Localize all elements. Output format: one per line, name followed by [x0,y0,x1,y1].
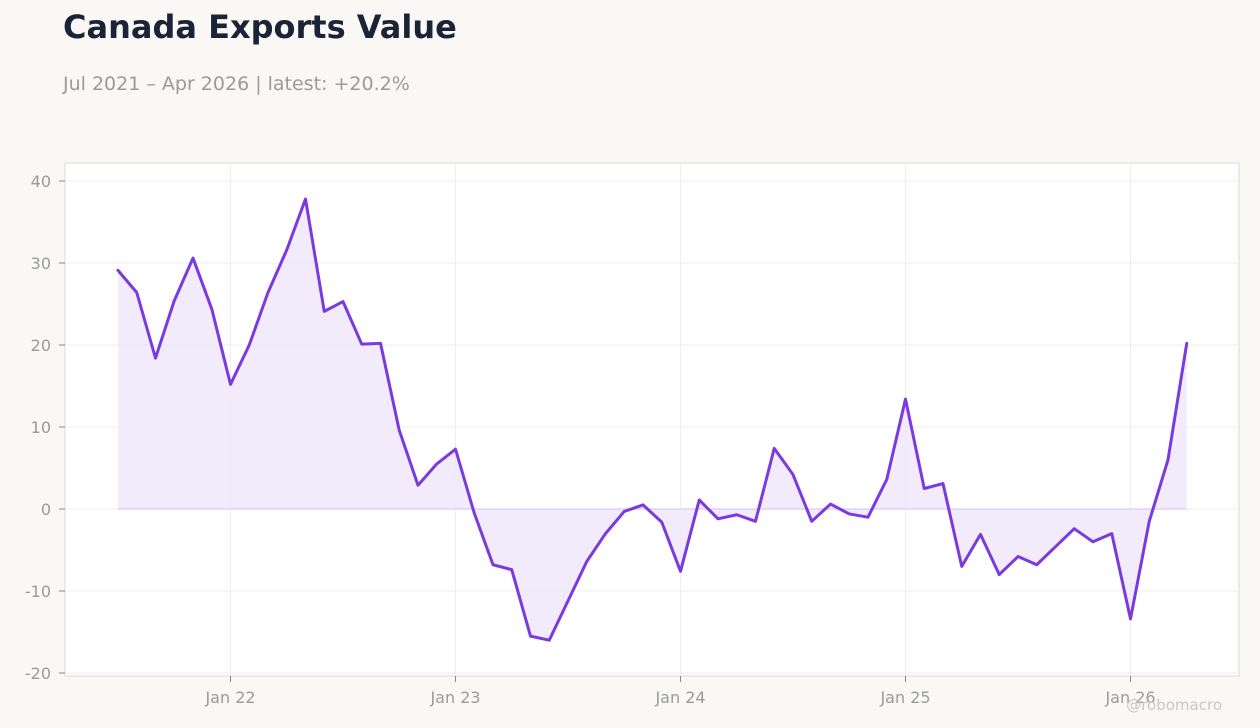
y-tick-label: 10 [31,418,51,437]
chart-title: Canada Exports Value [63,8,457,46]
x-tick-label: Jan 23 [429,688,480,707]
y-axis: -20 -10 0 10 20 30 40 [25,172,65,683]
x-tick-label: Jan 22 [204,688,255,707]
y-tick-label: -20 [25,664,51,683]
y-tick-label: -10 [25,582,51,601]
y-tick-label: 0 [41,500,51,519]
x-tick-label: Jan 24 [654,688,705,707]
x-tick-label: Jan 26 [1104,688,1155,707]
watermark-text: @robomacro [1126,696,1222,714]
x-tick-label: Jan 25 [879,688,930,707]
y-tick-label: 20 [31,336,51,355]
chart-subtitle: Jul 2021 – Apr 2026 | latest: +20.2% [63,73,410,95]
x-axis: Jan 22 Jan 23 Jan 24 Jan 25 Jan 26 [204,676,1156,707]
series-area-fill [118,199,1187,641]
y-tick-label: 40 [31,172,51,191]
y-tick-label: 30 [31,254,51,273]
series-line [116,197,1189,642]
area-layer [116,197,1189,642]
